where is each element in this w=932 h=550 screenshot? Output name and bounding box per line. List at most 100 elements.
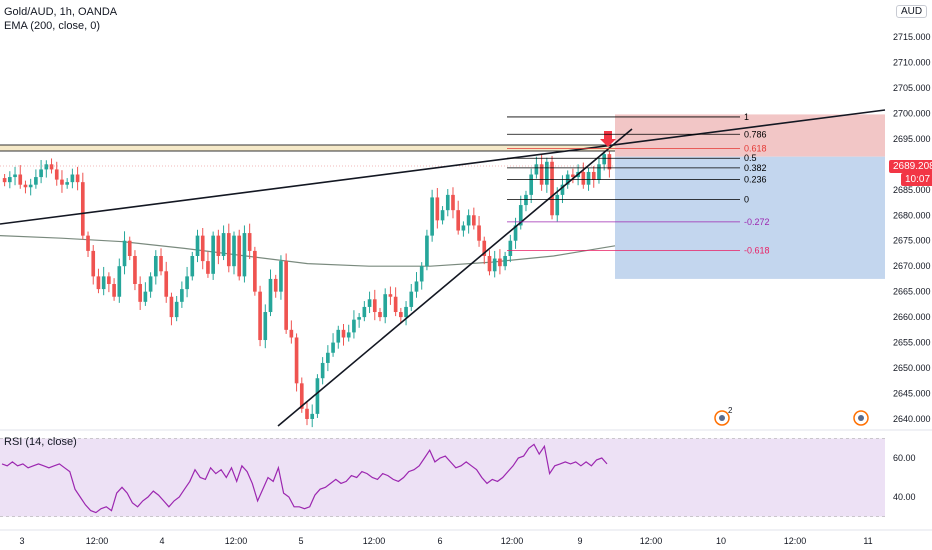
candle-body [555, 194, 560, 216]
candle-body [472, 215, 476, 226]
candle-body [253, 250, 257, 292]
candle-body [305, 408, 309, 419]
event-badges[interactable]: 2 [714, 406, 869, 426]
drawings[interactable] [0, 109, 886, 427]
countdown-label: 10:07 [901, 173, 932, 186]
candle-body [315, 378, 320, 414]
candle-body [86, 235, 90, 251]
candle-body [513, 225, 518, 241]
candle-body [326, 352, 330, 363]
ema-200-line [0, 235, 616, 267]
candle-body [597, 164, 601, 180]
resistance-band [0, 145, 615, 151]
candle-body [352, 319, 356, 333]
candle-body [524, 194, 528, 206]
candle-body [331, 342, 335, 353]
candle-body [383, 294, 388, 318]
candle-body [263, 312, 268, 341]
candle-body [456, 210, 461, 231]
candle-body [378, 312, 382, 318]
candle-body [206, 261, 210, 274]
candle-body [466, 215, 471, 226]
time-tick-label: 12:00 [784, 536, 807, 546]
candle-body [7, 177, 12, 183]
rsi-tick-label: 40.00 [893, 492, 916, 502]
candle-body [487, 255, 492, 272]
candle-body [44, 164, 49, 170]
candle-body [226, 233, 231, 267]
candle-body [529, 174, 534, 195]
candle-body [607, 154, 612, 170]
fib-level-label: 0.618 [744, 144, 767, 154]
price-tick-label: 2710.000 [893, 57, 931, 67]
candle-body [550, 161, 554, 216]
price-tick-label: 2695.000 [893, 134, 931, 144]
candle-body [185, 276, 189, 290]
candle-body [508, 240, 513, 256]
candle-body [237, 235, 242, 277]
take-profit-zone [615, 156, 885, 279]
time-tick-label: 12:00 [363, 536, 386, 546]
candle-body [346, 332, 351, 338]
candle-body [602, 154, 607, 165]
candle-body [372, 299, 377, 313]
candle-body [294, 337, 299, 384]
candle-body [451, 194, 455, 211]
candle-body [127, 240, 132, 256]
candle-body [65, 182, 69, 185]
candle-body [414, 281, 419, 292]
candle-body [258, 291, 262, 341]
candle-body [70, 174, 75, 183]
candle-body [122, 240, 127, 267]
candle-body [242, 233, 247, 277]
symbol-title: Gold/AUD, 1h, OANDA [4, 6, 118, 18]
ema-line [0, 235, 616, 267]
rsi-tick-label: 60.00 [893, 453, 916, 463]
candle-body [279, 261, 283, 292]
candle-body [143, 291, 148, 302]
currency-button[interactable]: AUD [896, 5, 928, 18]
candle-body [180, 289, 184, 302]
time-tick-label: 10 [716, 536, 726, 546]
price-tick-label: 2660.000 [893, 312, 931, 322]
candles [2, 144, 612, 428]
candle-body [13, 174, 17, 178]
time-tick-label: 12:00 [640, 536, 663, 546]
candle-body [75, 174, 80, 183]
candle-body [492, 258, 497, 272]
candle-body [268, 278, 273, 313]
candle-body [28, 184, 33, 188]
price-tick-label: 2715.000 [893, 32, 931, 42]
candle-body [425, 235, 429, 267]
candle-body [195, 235, 200, 256]
price-tick-label: 2685.000 [893, 185, 931, 195]
candle-body [169, 296, 174, 318]
candle-body [148, 276, 153, 292]
time-tick-label: 12:00 [225, 536, 248, 546]
candle-body [107, 276, 111, 285]
price-tick-label: 2645.000 [893, 389, 931, 399]
candle-body [18, 174, 23, 185]
candle-body [503, 255, 507, 267]
candle-body [539, 164, 544, 185]
candle-body [518, 205, 523, 226]
candle-body [498, 258, 502, 267]
fib-level-label: 0.786 [744, 129, 767, 139]
candle-body [419, 266, 424, 282]
rsi-line [1, 443, 608, 514]
candle-body [445, 194, 450, 211]
candle-body [440, 210, 445, 221]
long-trendline [0, 109, 886, 225]
time-tick-label: 6 [437, 536, 442, 546]
candle-body [289, 329, 294, 338]
candle-body [545, 161, 549, 185]
candle-body [534, 164, 539, 175]
time-tick-label: 12:00 [86, 536, 109, 546]
rising-trendline [277, 128, 633, 427]
fib-level-label: 0.382 [744, 163, 767, 173]
time-tick-label: 11 [863, 536, 872, 546]
candle-body [247, 233, 252, 251]
time-tick-label: 3 [19, 536, 24, 546]
